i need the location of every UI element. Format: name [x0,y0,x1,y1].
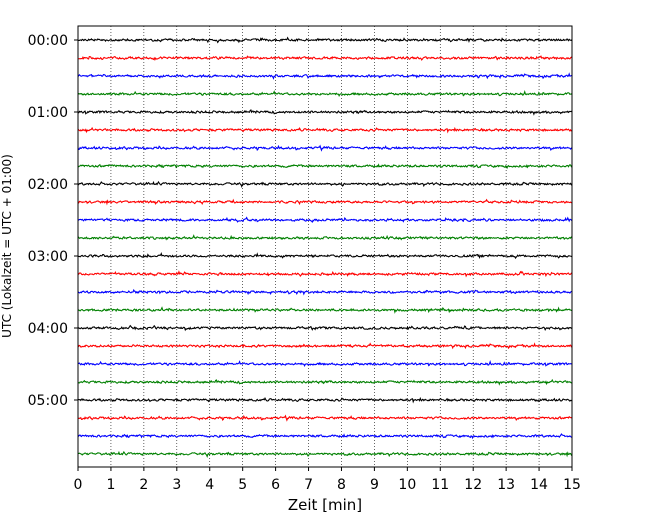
seismic-trace-0530 [77,433,573,440]
seismic-trace-0245 [77,234,573,241]
x-tick-label: 4 [205,477,214,493]
x-tick-label: 10 [398,477,416,493]
x-tick-label: 8 [337,477,346,493]
y-axis-ticks: 00:00 01:00 02:00 03:00 04:00 05:00 [28,33,78,409]
seismic-trace-0345 [77,306,573,314]
x-tick-label: 1 [106,477,115,493]
seismic-trace-0300 [77,252,573,260]
x-tick-label: 0 [74,477,83,493]
y-tick-label: 05:00 [28,393,68,409]
y-tick-label: 01:00 [28,105,68,121]
x-tick-label: 5 [238,477,247,493]
x-tick-label: 9 [370,477,379,493]
seismic-trace-0200 [77,180,573,188]
seismic-trace-0400 [77,324,573,332]
seismic-trace-0000 [77,36,573,44]
x-tick-label: 2 [139,477,148,493]
seismic-trace-0115 [77,126,573,134]
x-tick-label: 7 [304,477,313,493]
seismic-trace-0145 [77,163,573,170]
seismic-trace-0315 [77,270,573,278]
seismic-trace-0100 [77,109,573,116]
seismic-trace-0545 [77,450,573,458]
seismic-trace-0230 [77,216,573,224]
plot-frame [77,25,573,468]
x-tick-label: 15 [563,477,581,493]
x-tick-label: 13 [497,477,515,493]
x-axis-label: Zeit [min] [288,496,362,514]
seismic-trace-0130 [77,144,573,152]
seismic-trace-0445 [77,378,573,386]
x-tick-label: 6 [271,477,280,493]
seismic-trace-0030 [77,72,573,80]
trace-group [77,36,573,458]
y-tick-label: 00:00 [28,33,68,49]
seismic-trace-0415 [77,342,573,350]
x-tick-label: 14 [530,477,548,493]
seismic-trace-0215 [77,198,573,206]
seismic-trace-0430 [77,360,573,367]
x-axis-ticks: 0 1 2 3 4 5 6 7 8 9 10 11 12 13 14 15 [74,467,581,493]
y-tick-label: 02:00 [28,177,68,193]
y-tick-label: 03:00 [28,249,68,265]
x-tick-label: 3 [172,477,181,493]
y-tick-label: 04:00 [28,321,68,337]
x-tick-label: 11 [431,477,449,493]
x-tick-label: 12 [464,477,482,493]
seismic-trace-0330 [77,288,573,296]
seismic-trace-0515 [77,414,573,422]
seismic-trace-0015 [77,55,573,61]
seismic-trace-0500 [77,396,573,404]
seismic-trace-0045 [77,90,573,97]
y-axis-label: UTC (Lokalzeit = UTC + 01:00) [0,154,14,338]
